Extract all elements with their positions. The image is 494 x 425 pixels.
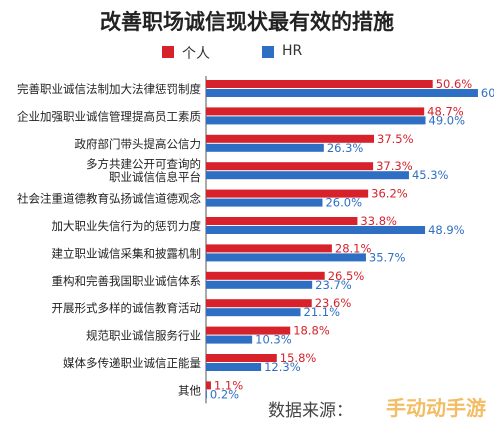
category-label: 职业诚信信息平台 (109, 170, 201, 184)
bar-hr (206, 363, 262, 371)
bar-hr (206, 390, 207, 399)
legend-label-person: 个人 (182, 46, 210, 62)
category-label: 政府部门带头提高公信力 (75, 137, 202, 151)
data-label-hr: 48.9% (428, 223, 465, 237)
legend-swatch-person (162, 46, 174, 58)
category-label: 完善职业诚信法制加大法律惩罚制度 (17, 82, 201, 96)
bar-person (206, 162, 374, 171)
data-label-hr: 60.7% (481, 86, 494, 100)
data-label-person: 28.1% (335, 241, 372, 255)
data-label-person: 50.6% (436, 77, 473, 91)
category-label: 建立职业诚信采集和披露机制 (52, 246, 202, 260)
bar-person (206, 80, 433, 88)
bar-person (206, 217, 358, 225)
data-label-person: 33.8% (360, 214, 397, 228)
chart-title: 改善职场诚信现状最有效的措施 (100, 10, 394, 34)
bar-hr (206, 226, 426, 234)
bar-person (206, 299, 312, 308)
data-label-person: 37.3% (376, 159, 413, 173)
bar-person (206, 326, 291, 335)
bar-hr (206, 280, 313, 289)
data-label-person: 48.7% (427, 104, 464, 118)
data-label-hr: 10.3% (255, 333, 292, 347)
bar-person (206, 134, 374, 143)
bar-hr (206, 171, 409, 180)
category-label: 社会注重道德教育弘扬诚信道德观念 (17, 192, 201, 206)
legend-swatch-hr (262, 46, 274, 58)
data-label-hr: 26.3% (327, 141, 364, 155)
data-label-person: 18.8% (293, 324, 330, 338)
category-label: 重构和完善我国职业诚信体系 (52, 274, 202, 288)
data-label-hr: 21.1% (304, 305, 341, 319)
category-label: 规范职业诚信服务行业 (86, 329, 201, 343)
bar-person (206, 381, 211, 390)
bar-hr (206, 89, 478, 97)
data-label-person: 26.5% (328, 269, 365, 283)
bar-person (206, 189, 369, 198)
bar-person (206, 244, 332, 253)
data-label-person: 36.2% (371, 187, 408, 201)
data-label-hr: 23.7% (315, 278, 352, 292)
data-label-hr: 0.2% (210, 387, 239, 401)
data-label-hr: 12.3% (264, 360, 301, 374)
data-label-hr: 45.3% (412, 168, 449, 182)
bar-person (206, 271, 325, 280)
data-label-person: 1.1% (214, 378, 243, 392)
legend-label-hr: HR (282, 43, 303, 59)
watermark: 手动动手游 (386, 396, 486, 420)
bar-hr (206, 335, 253, 344)
bar-hr (206, 253, 366, 262)
category-label: 多方共建公开可查询的 (86, 157, 201, 171)
category-label: 其他 (178, 383, 201, 397)
data-label-hr: 26.0% (325, 196, 362, 210)
category-label: 企业加强职业诚信管理提高员工素质 (17, 109, 201, 123)
data-label-person: 15.8% (280, 351, 317, 365)
data-label-hr: 35.7% (369, 250, 406, 264)
bar-hr (206, 143, 324, 152)
bar-hr (206, 198, 323, 207)
data-label-hr: 49.0% (429, 113, 466, 127)
bar-hr (206, 308, 301, 317)
data-label-person: 37.5% (377, 132, 414, 146)
bar-person (206, 354, 277, 362)
bar-hr (206, 116, 426, 125)
source-note: 数据来源： (268, 401, 353, 421)
category-label: 开展形式多样的诚信教育活动 (52, 301, 202, 315)
bar-person (206, 107, 425, 116)
category-label: 加大职业失信行为的惩罚力度 (52, 219, 202, 233)
data-label-person: 23.6% (315, 296, 352, 310)
category-label: 媒体多传递职业诚信正能量 (63, 356, 201, 370)
